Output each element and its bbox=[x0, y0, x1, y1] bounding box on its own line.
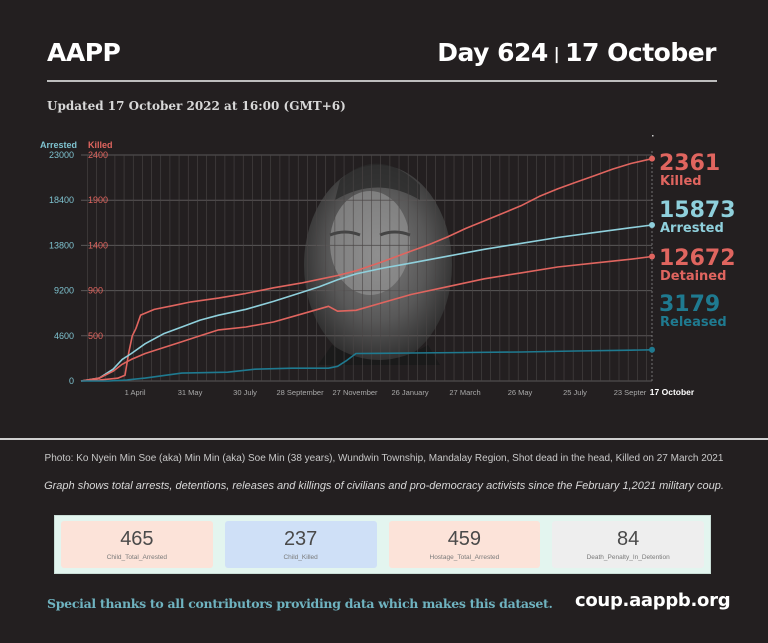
y-tick-killed: 2400 bbox=[88, 150, 108, 160]
x-tick-label: 26 January bbox=[391, 388, 428, 397]
stat-card-child-arrested: 465 Child_Total_Arrested bbox=[61, 521, 213, 568]
website-link[interactable]: coup.aappb.org bbox=[575, 590, 731, 611]
x-tick-label: 25 July bbox=[563, 388, 587, 397]
y-tick-killed: 900 bbox=[88, 286, 103, 296]
axis-title-killed: Killed bbox=[88, 140, 113, 150]
series-line-killed bbox=[80, 157, 653, 382]
heading-date: 17 October bbox=[565, 38, 716, 67]
victim-photo bbox=[304, 163, 452, 365]
y-tick-arrested: 9200 bbox=[54, 286, 74, 296]
day-counter: Day 624 bbox=[437, 38, 548, 67]
heading-separator: | bbox=[553, 44, 560, 63]
y-axis-ticks: 0 4600 9200 13800 18400 23000 500 900 1400 1900 24… bbox=[49, 150, 108, 386]
stat-label: Hostage_Total_Arrested bbox=[429, 554, 500, 561]
end-value-arrested: 15873 bbox=[659, 198, 736, 223]
y-tick-killed: 500 bbox=[88, 331, 103, 341]
stat-label: Child_Killed bbox=[283, 554, 318, 561]
end-value-detained: 12672 bbox=[659, 246, 736, 271]
stat-value: 237 bbox=[283, 528, 318, 550]
graph-note: Graph shows total arrests, detentions, r… bbox=[44, 480, 724, 492]
x-tick-label: 31 May bbox=[178, 388, 203, 397]
x-tick-label: 17 October bbox=[650, 387, 695, 397]
x-axis-ticks: 1 April 31 May 30 July 28 September 27 Novem… bbox=[125, 387, 695, 397]
end-label-killed: Killed bbox=[660, 174, 702, 189]
stats-cards: 465 Child_Total_Arrested 237 Child_Kille… bbox=[54, 515, 711, 574]
end-value-released: 3179 bbox=[659, 292, 720, 317]
y-tick-killed: 1400 bbox=[88, 240, 108, 250]
thanks-note: Special thanks to all contributors provi… bbox=[47, 596, 553, 611]
series-line-released bbox=[81, 349, 653, 382]
today-marker bbox=[652, 135, 654, 137]
x-tick-label: 26 May bbox=[508, 388, 533, 397]
end-value-killed: 2361 bbox=[659, 151, 720, 176]
org-title: AAPP bbox=[47, 38, 121, 67]
header-divider bbox=[47, 80, 717, 82]
end-label-arrested: Arrested bbox=[660, 221, 724, 236]
end-label-detained: Detained bbox=[660, 269, 726, 284]
x-tick-label: 30 July bbox=[233, 388, 257, 397]
stat-card-death-penalty: 84 Death_Penalty_In_Detention bbox=[552, 521, 704, 568]
series-endpoint-released bbox=[649, 346, 655, 353]
series-line-detained bbox=[80, 255, 653, 382]
x-tick-label: 27 November bbox=[333, 388, 379, 397]
y-tick-killed: 1900 bbox=[88, 195, 108, 205]
y-tick-arrested: 0 bbox=[69, 376, 74, 386]
photo-caption: Photo: Ko Nyein Min Soe (aka) Min Min (a… bbox=[44, 453, 724, 464]
series-endpoint-killed bbox=[649, 155, 655, 162]
y-tick-arrested: 13800 bbox=[49, 240, 74, 250]
stat-label: Child_Total_Arrested bbox=[106, 554, 168, 561]
stat-label: Death_Penalty_In_Detention bbox=[586, 554, 670, 561]
section-divider bbox=[0, 438, 768, 440]
stat-value: 465 bbox=[120, 528, 154, 550]
stat-value: 459 bbox=[447, 528, 482, 550]
x-tick-label: 23 Septer bbox=[614, 388, 647, 397]
chart-grid bbox=[81, 151, 653, 382]
chart-series bbox=[80, 155, 655, 382]
axis-title-arrested: Arrested bbox=[40, 140, 77, 150]
updated-timestamp: Updated 17 October 2022 at 16:00 (GMT+6) bbox=[47, 99, 346, 113]
series-endpoint-detained bbox=[649, 253, 655, 260]
x-tick-label: 28 September bbox=[276, 388, 324, 397]
series-line-arrested bbox=[80, 224, 653, 382]
y-tick-arrested: 23000 bbox=[49, 150, 74, 160]
y-tick-arrested: 4600 bbox=[54, 331, 74, 341]
y-tick-arrested: 18400 bbox=[49, 195, 74, 205]
stat-value: 84 bbox=[617, 528, 640, 550]
series-endpoint-arrested bbox=[649, 222, 655, 229]
stat-card-child-killed: 237 Child_Killed bbox=[224, 521, 377, 568]
x-tick-label: 1 April bbox=[125, 388, 146, 397]
line-chart: 0 4600 9200 13800 18400 23000 500 900 1400 1900 24… bbox=[40, 135, 736, 397]
x-tick-label: 27 March bbox=[449, 388, 480, 397]
day-date-heading: Day 624 | 17 October bbox=[437, 38, 716, 67]
stat-card-hostage-arrested: 459 Hostage_Total_Arrested bbox=[388, 521, 541, 568]
end-label-released: Released bbox=[660, 315, 727, 330]
